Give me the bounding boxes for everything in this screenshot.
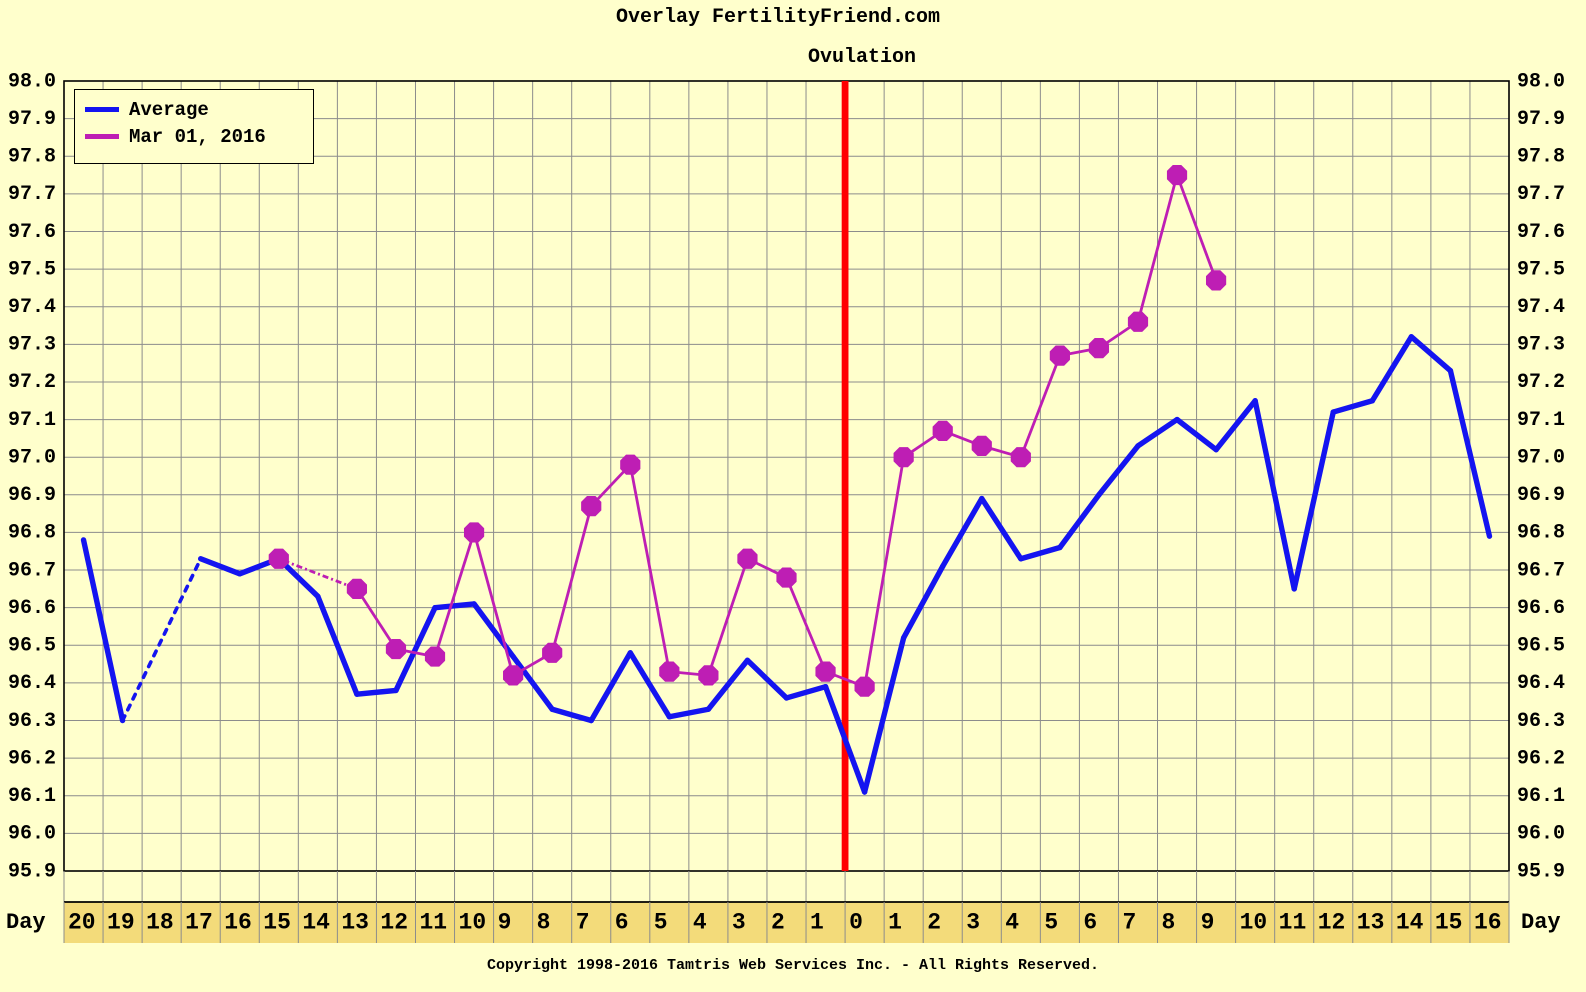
svg-text:20: 20 <box>68 910 96 936</box>
svg-text:11: 11 <box>419 910 447 936</box>
svg-text:8: 8 <box>537 910 551 936</box>
svg-text:97.3: 97.3 <box>8 334 56 357</box>
svg-text:98.0: 98.0 <box>8 70 56 93</box>
svg-text:7: 7 <box>1122 910 1136 936</box>
svg-text:9: 9 <box>498 910 512 936</box>
svg-text:14: 14 <box>1396 910 1424 936</box>
svg-text:97.5: 97.5 <box>1517 258 1565 281</box>
svg-text:97.6: 97.6 <box>1517 221 1565 244</box>
svg-text:97.4: 97.4 <box>8 296 56 319</box>
svg-text:96.5: 96.5 <box>1517 635 1565 658</box>
svg-text:97.9: 97.9 <box>1517 108 1565 131</box>
svg-text:97.5: 97.5 <box>8 258 56 281</box>
svg-text:3: 3 <box>966 910 980 936</box>
svg-text:18: 18 <box>146 910 174 936</box>
svg-text:96.1: 96.1 <box>8 785 56 808</box>
svg-text:17: 17 <box>185 910 213 936</box>
svg-text:97.2: 97.2 <box>8 371 56 394</box>
svg-text:95.9: 95.9 <box>8 860 56 883</box>
svg-text:98.0: 98.0 <box>1517 70 1565 93</box>
svg-text:1: 1 <box>810 910 824 936</box>
svg-text:1: 1 <box>888 910 902 936</box>
svg-text:5: 5 <box>1044 910 1058 936</box>
svg-text:96.2: 96.2 <box>8 747 56 770</box>
svg-text:96.2: 96.2 <box>1517 747 1565 770</box>
svg-text:15: 15 <box>263 910 291 936</box>
svg-text:19: 19 <box>107 910 135 936</box>
svg-text:97.7: 97.7 <box>1517 183 1565 206</box>
svg-text:0: 0 <box>849 910 863 936</box>
svg-text:13: 13 <box>341 910 369 936</box>
svg-text:2: 2 <box>927 910 941 936</box>
svg-text:9: 9 <box>1201 910 1215 936</box>
svg-text:97.2: 97.2 <box>1517 371 1565 394</box>
svg-text:97.9: 97.9 <box>8 108 56 131</box>
svg-text:96.7: 96.7 <box>1517 559 1565 582</box>
svg-text:8: 8 <box>1162 910 1176 936</box>
svg-text:97.8: 97.8 <box>1517 146 1565 169</box>
svg-text:97.0: 97.0 <box>1517 446 1565 469</box>
svg-text:96.7: 96.7 <box>8 559 56 582</box>
svg-text:4: 4 <box>693 910 707 936</box>
svg-text:97.4: 97.4 <box>1517 296 1565 319</box>
svg-text:10: 10 <box>459 910 487 936</box>
svg-text:4: 4 <box>1005 910 1019 936</box>
svg-text:14: 14 <box>302 910 330 936</box>
svg-text:97.1: 97.1 <box>8 409 56 432</box>
svg-text:96.4: 96.4 <box>8 672 56 695</box>
svg-text:13: 13 <box>1357 910 1385 936</box>
svg-text:96.9: 96.9 <box>8 484 56 507</box>
svg-text:7: 7 <box>576 910 590 936</box>
svg-text:96.0: 96.0 <box>1517 823 1565 846</box>
svg-text:6: 6 <box>1083 910 1097 936</box>
svg-text:96.0: 96.0 <box>8 823 56 846</box>
svg-text:96.9: 96.9 <box>1517 484 1565 507</box>
svg-text:96.8: 96.8 <box>1517 522 1565 545</box>
svg-text:16: 16 <box>1474 910 1502 936</box>
svg-text:96.6: 96.6 <box>8 597 56 620</box>
svg-text:3: 3 <box>732 910 746 936</box>
svg-text:5: 5 <box>654 910 668 936</box>
svg-text:2: 2 <box>771 910 785 936</box>
svg-text:16: 16 <box>224 910 252 936</box>
svg-text:10: 10 <box>1240 910 1268 936</box>
svg-text:12: 12 <box>1318 910 1346 936</box>
svg-text:96.8: 96.8 <box>8 522 56 545</box>
svg-text:96.3: 96.3 <box>8 710 56 733</box>
svg-text:97.7: 97.7 <box>8 183 56 206</box>
svg-text:11: 11 <box>1279 910 1307 936</box>
svg-text:15: 15 <box>1435 910 1463 936</box>
svg-text:97.8: 97.8 <box>8 146 56 169</box>
svg-text:96.5: 96.5 <box>8 635 56 658</box>
svg-text:95.9: 95.9 <box>1517 860 1565 883</box>
svg-text:96.4: 96.4 <box>1517 672 1565 695</box>
svg-text:97.1: 97.1 <box>1517 409 1565 432</box>
svg-text:97.3: 97.3 <box>1517 334 1565 357</box>
svg-text:96.6: 96.6 <box>1517 597 1565 620</box>
svg-text:96.1: 96.1 <box>1517 785 1565 808</box>
svg-text:97.6: 97.6 <box>8 221 56 244</box>
svg-text:6: 6 <box>615 910 629 936</box>
svg-text:12: 12 <box>380 910 408 936</box>
svg-text:96.3: 96.3 <box>1517 710 1565 733</box>
svg-text:97.0: 97.0 <box>8 446 56 469</box>
